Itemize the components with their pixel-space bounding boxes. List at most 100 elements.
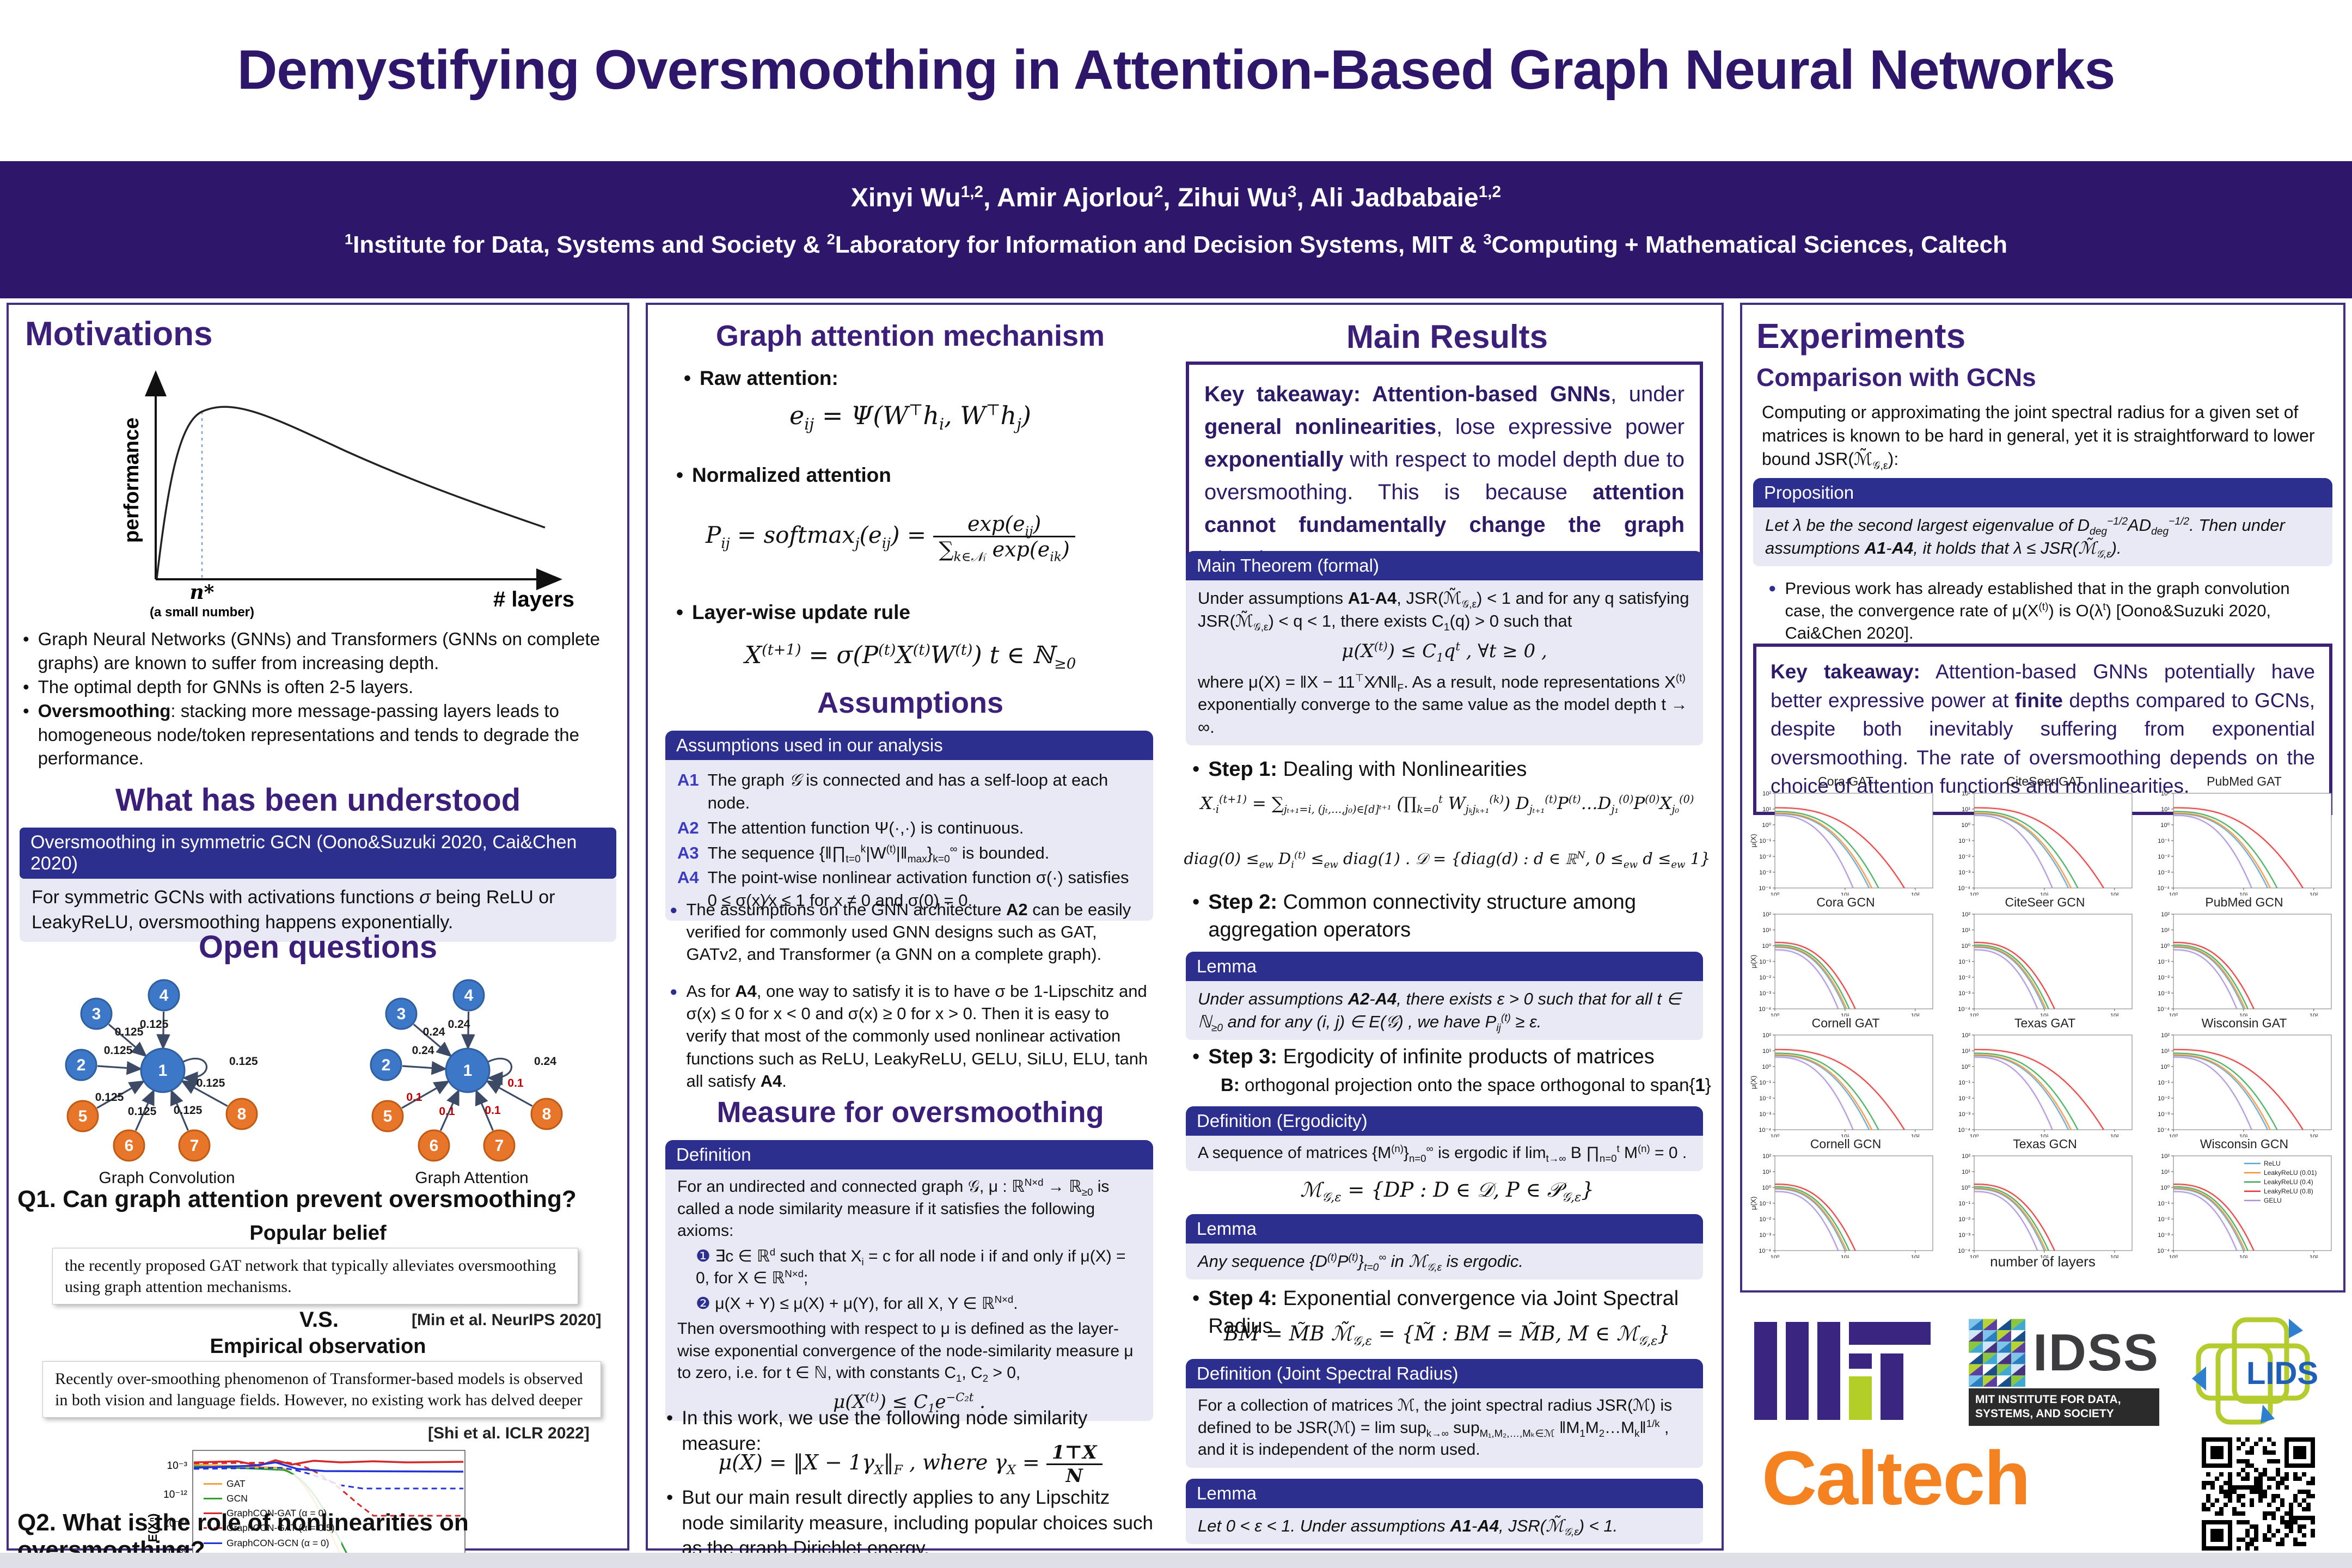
svg-text:6: 6: [125, 1137, 134, 1155]
popular-belief-quote: the recently proposed GAT network that t…: [52, 1248, 578, 1304]
understood-box-header: Oversmoothing in symmetric GCN (Oono&Suz…: [20, 828, 616, 879]
idss-mosaic-icon: [1969, 1319, 2025, 1387]
svg-text:10⁻²: 10⁻²: [2158, 975, 2170, 981]
update-rule-equation: X(t+1) = σ(P(t)X(t)W(t)) t ∈ ℕ≥0: [744, 641, 1076, 672]
svg-text:10⁻⁴: 10⁻⁴: [2157, 885, 2170, 892]
svg-text:10⁰: 10⁰: [1961, 943, 1970, 950]
svg-text:10⁻²: 10⁻²: [1958, 1216, 1970, 1223]
sketch-xlabel: # layers: [493, 587, 574, 611]
svg-text:μ(X): μ(X): [1750, 1197, 1757, 1210]
bullet-icon: •: [1192, 1287, 1200, 1310]
svg-text:0.125: 0.125: [229, 1055, 258, 1068]
step3-label: • Step 3: Ergodicity of infinite product…: [1192, 1043, 1655, 1071]
svg-text:10⁻³: 10⁻³: [2158, 1232, 2170, 1239]
poster-title: Demystifying Oversmoothing in Attention-…: [237, 39, 2116, 101]
rusch-curve-graphcon-gat-0: [193, 1459, 464, 1467]
svg-text:10⁻¹: 10⁻¹: [1958, 838, 1970, 844]
sketch-ylabel: performance: [120, 418, 143, 543]
shi-citation: [Shi et al. ICLR 2022]: [428, 1424, 590, 1442]
softmax-fraction: exp(eij) ∑k∈𝒩ᵢ exp(eik): [933, 512, 1075, 563]
mu-equation: μ(X) = ‖X − 1γX‖F , where γX = 1⊤X N: [662, 1442, 1159, 1487]
svg-text:10¹: 10¹: [2161, 806, 2170, 813]
svg-text:10⁻²: 10⁻²: [1759, 1216, 1771, 1223]
legend-line-icon: [204, 1542, 222, 1544]
affiliations-line: 1Institute for Data, Systems and Society…: [344, 230, 2008, 258]
rusch-legend-item: GraphCON-GCN (α = 0): [204, 1536, 337, 1551]
graph-caption: Graph Attention: [415, 1169, 529, 1187]
svg-text:10²: 10²: [1762, 911, 1771, 918]
lemma3-body: Let 0 < ε < 1. Under assumptions A1-A4, …: [1186, 1508, 1703, 1544]
subplot-title: CiteSeer GCN: [2005, 895, 2085, 909]
panel-main: Graph attention mechanism • Raw attentio…: [646, 303, 1724, 1559]
understood-box-body: For symmetric GCNs with activations func…: [20, 879, 616, 942]
svg-text:10⁻³: 10⁻³: [1958, 869, 1970, 876]
svg-text:4: 4: [464, 987, 474, 1004]
svg-text:10⁻³: 10⁻³: [1759, 869, 1771, 876]
proposition-body: Let λ be the second largest eigenvalue o…: [1753, 507, 2332, 566]
lids-triangle-icon: [2192, 1367, 2206, 1391]
idss-logo-subtitle: MIT INSTITUTE FOR DATA, SYSTEMS, AND SOC…: [1969, 1388, 2159, 1426]
normalized-attention-equation: Pij = softmaxj(eij) = exp(eij) ∑k∈𝒩ᵢ exp…: [706, 512, 1163, 563]
svg-text:10⁻³: 10⁻³: [1958, 990, 1970, 997]
svg-text:6: 6: [430, 1137, 439, 1155]
svg-text:10⁰: 10⁰: [1961, 1185, 1970, 1191]
bullet-icon: •: [666, 1407, 673, 1429]
svg-text:10⁻¹: 10⁻¹: [1759, 838, 1771, 844]
svg-text:10²: 10²: [1962, 791, 1970, 797]
svg-text:10²: 10²: [1962, 1153, 1970, 1160]
bullet-icon: •: [1192, 1045, 1200, 1068]
measure-definition-header: Definition: [665, 1140, 1153, 1169]
raw-attention-label: • Raw attention:: [684, 365, 838, 391]
main-theorem-body: Under assumptions A1-A4, JSR(ℳ̃𝒢,ε) < 1 …: [1186, 580, 1703, 746]
author-band: Xinyi Wu1,2, Amir Ajorlou2, Zihui Wu3, A…: [0, 161, 2352, 298]
step1-equation: X·i(t+1) = ∑jₜ₊₁=i, (jₜ,…,j₀)∈[d]ᵗ⁺¹ (∏k…: [1200, 793, 1694, 816]
m-set-equation: ℳ𝒢,ε = {DP : D ∈ 𝒟, P ∈ 𝒫𝒢,ε}: [1300, 1178, 1594, 1205]
jsr-definition-box: Definition (Joint Spectral Radius) For a…: [1186, 1359, 1703, 1468]
motivations-heading: Motivations: [25, 315, 213, 353]
step1-label: • Step 1: Dealing with Nonlinearities: [1192, 756, 1527, 783]
step3-note: B: orthogonal projection onto the space …: [1221, 1075, 1711, 1095]
svg-text:μ(X): μ(X): [1750, 955, 1757, 969]
measure-bullet-2: • But our main result directly applies t…: [666, 1485, 1153, 1561]
svg-text:10¹: 10¹: [1962, 806, 1970, 813]
svg-text:10⁰: 10⁰: [2160, 1185, 2170, 1191]
svg-text:10⁻⁴: 10⁻⁴: [1958, 1006, 1970, 1013]
subplot-title: Wisconsin GCN: [2200, 1137, 2289, 1151]
graph-attention-diagram: 0.24 0.24 0.24 0.1 0.1 0.1 0.1 0.24 2 3 4 5 6 7 8 1: [323, 978, 620, 1169]
lemma2-box: Lemma Any sequence {D(t)P(t)}t=0∞ in ℳ𝒢,…: [1186, 1214, 1703, 1279]
lemma3-header: Lemma: [1186, 1479, 1703, 1508]
proposition-header: Proposition: [1753, 478, 2332, 507]
svg-text:10⁻²: 10⁻²: [2158, 854, 2170, 860]
lemma2-header: Lemma: [1186, 1214, 1703, 1244]
svg-text:0.1: 0.1: [485, 1104, 501, 1117]
rusch-legend: GAT GCN GraphCON-GAT (α = 0) GraphCON-GAT (…: [199, 1474, 342, 1567]
svg-text:10¹: 10¹: [1962, 927, 1970, 934]
svg-text:2: 2: [77, 1056, 86, 1074]
experiment-subplot: Texas GCN 10² 10¹ 10⁰ 10⁻¹ 10⁻² 10⁻³ 10⁻⁴ 10⁰ 10¹…: [1949, 1137, 2141, 1261]
lids-logo-icon: LIDS: [2192, 1317, 2318, 1425]
svg-text:10²: 10²: [2161, 1153, 2170, 1160]
measure-definition-box: Definition For an undirected and connect…: [665, 1140, 1153, 1422]
step4-label: • Step 4: Exponential convergence via Jo…: [1192, 1285, 1704, 1340]
svg-text:0.24: 0.24: [423, 1026, 445, 1038]
graph-caption: Graph Convolution: [99, 1169, 235, 1187]
svg-text:7: 7: [190, 1137, 199, 1155]
list-item: • The optimal depth for GNNs is often 2-5…: [23, 675, 615, 699]
lemma1-body: Under assumptions A2-A4, there exists ε …: [1186, 981, 1703, 1040]
legend-line-icon: [204, 1527, 222, 1529]
sketch-peak-note: (a small number): [150, 605, 254, 620]
subplot-title: Cornell GCN: [1810, 1137, 1882, 1151]
logos-area: IDSS MIT INSTITUTE FOR DATA, SYSTEMS, AN…: [1740, 1306, 2345, 1554]
bullet-icon: •: [666, 1487, 673, 1508]
experiments-heading: Experiments: [1756, 316, 1966, 356]
experiment-subplot: Cora GCN 10² 10¹ 10⁰ 10⁻¹ 10⁻² 10⁻³ 10⁻⁴ 10⁰ 10¹ 1…: [1749, 895, 1941, 1019]
svg-text:0.125: 0.125: [197, 1077, 225, 1089]
svg-text:10⁻³: 10⁻³: [1759, 1111, 1771, 1118]
rusch-legend-item: GCN: [204, 1491, 337, 1506]
graph-convolution-diagram: 0.125 0.125 0.125 0.125 0.125 0.125 0.125 0.125…: [19, 978, 315, 1169]
graph-convolution-figure: 0.125 0.125 0.125 0.125 0.125 0.125 0.125 0.125…: [19, 978, 315, 1187]
svg-text:1: 1: [158, 1062, 168, 1080]
svg-text:10⁻⁴: 10⁻⁴: [2157, 1006, 2170, 1013]
assumption-item: A4 The point-wise nonlinear activation f…: [677, 868, 1129, 910]
update-rule-label: • Layer-wise update rule: [676, 599, 910, 626]
